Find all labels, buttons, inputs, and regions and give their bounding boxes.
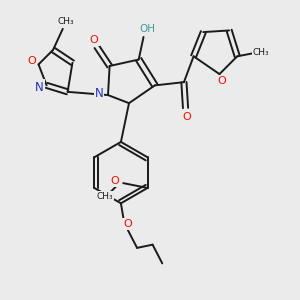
Text: O: O xyxy=(90,34,98,44)
Text: O: O xyxy=(183,112,191,122)
Text: OH: OH xyxy=(140,24,155,34)
Text: CH₃: CH₃ xyxy=(96,192,113,201)
Text: CH₃: CH₃ xyxy=(253,48,269,57)
Text: O: O xyxy=(218,76,226,86)
Text: O: O xyxy=(27,56,36,66)
Text: N: N xyxy=(35,80,44,94)
Text: N: N xyxy=(94,87,103,100)
Text: O: O xyxy=(123,219,132,229)
Text: CH₃: CH₃ xyxy=(57,17,74,26)
Text: O: O xyxy=(111,176,119,185)
